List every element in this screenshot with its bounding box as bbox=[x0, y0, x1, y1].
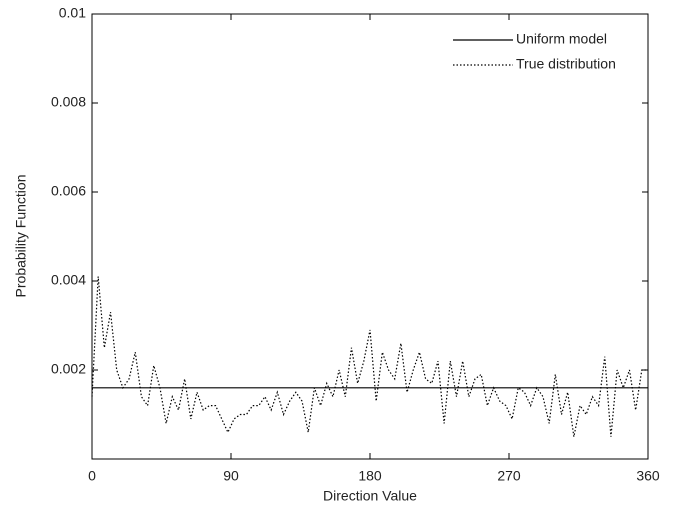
y-tick-label: 0.006 bbox=[51, 183, 86, 199]
x-tick-label: 270 bbox=[497, 468, 521, 484]
legend-label: True distribution bbox=[516, 56, 616, 72]
x-tick-label: 360 bbox=[636, 468, 660, 484]
y-tick-label: 0.002 bbox=[51, 361, 86, 377]
y-axis-label: Probability Function bbox=[13, 175, 29, 298]
x-tick-label: 90 bbox=[223, 468, 239, 484]
data-line bbox=[91, 276, 648, 437]
y-tick-label: 0.01 bbox=[59, 5, 86, 21]
legend-label: Uniform model bbox=[516, 31, 607, 47]
y-tick-label: 0.004 bbox=[51, 272, 86, 288]
plot-frame bbox=[91, 13, 649, 460]
x-tick-label: 0 bbox=[88, 468, 96, 484]
x-tick-label: 180 bbox=[358, 468, 382, 484]
y-tick-label: 0.008 bbox=[51, 94, 86, 110]
x-axis-label: Direction Value bbox=[323, 488, 417, 504]
